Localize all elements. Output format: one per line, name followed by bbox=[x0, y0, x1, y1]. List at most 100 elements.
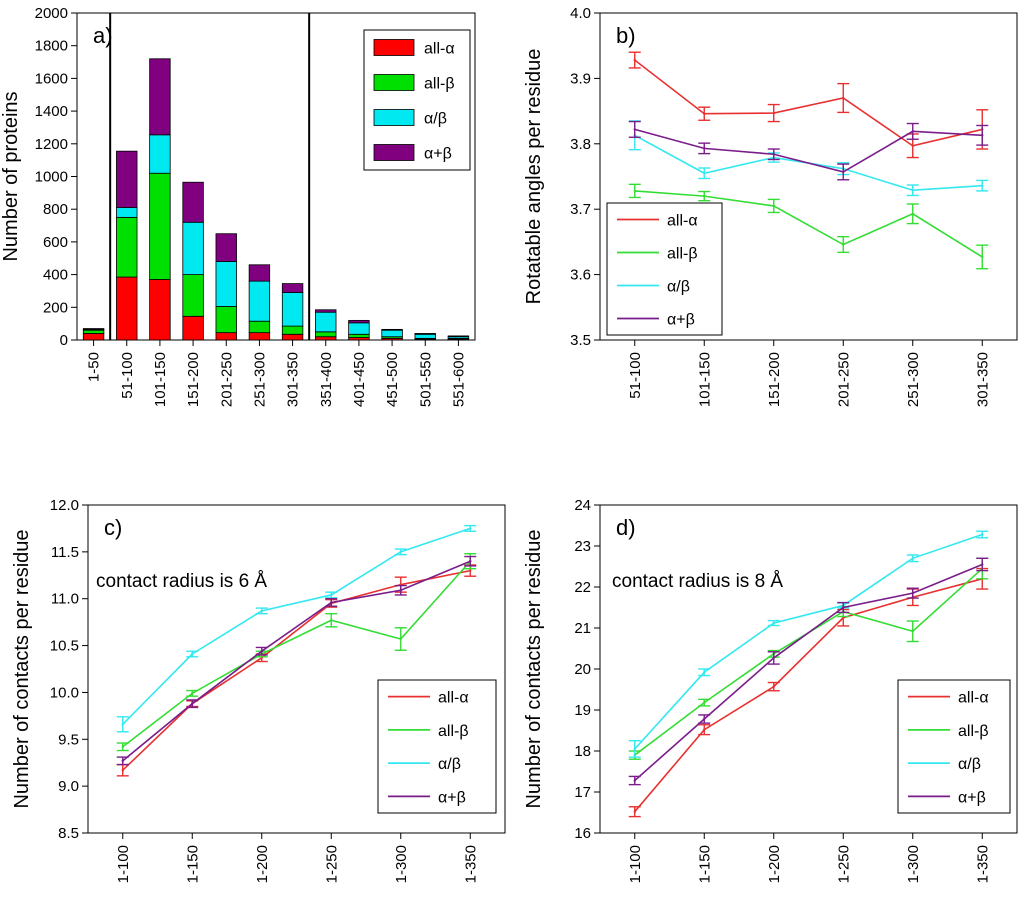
legend-box bbox=[377, 679, 497, 814]
x-tick-label: 1-50 bbox=[86, 352, 103, 382]
data-point bbox=[842, 170, 845, 174]
data-point bbox=[469, 560, 472, 563]
bar-segment bbox=[315, 331, 337, 338]
data-point bbox=[703, 147, 706, 150]
y-tick-label: 11.0 bbox=[51, 591, 79, 608]
x-tick-label: 201-250 bbox=[218, 352, 235, 407]
y-tick-label: 3.7 bbox=[570, 201, 591, 218]
bar-segment bbox=[116, 276, 138, 341]
y-tick-label: 3.6 bbox=[570, 267, 591, 284]
y-tick-label: 3.5 bbox=[570, 332, 591, 349]
data-point bbox=[911, 144, 914, 147]
x-tick-label: 1-350 bbox=[974, 845, 991, 883]
y-tick-label: 12.0 bbox=[50, 497, 79, 514]
x-tick-label: 401-450 bbox=[351, 352, 368, 407]
legend-label: α+β bbox=[438, 789, 466, 806]
y-tick-label: 1000 bbox=[35, 169, 68, 186]
series-line bbox=[122, 560, 471, 748]
x-tick-label: 451-500 bbox=[384, 352, 401, 407]
data-point bbox=[330, 601, 333, 604]
bar-segment bbox=[414, 333, 436, 339]
x-tick-label: 1-300 bbox=[905, 845, 922, 883]
x-tick-label: 551-600 bbox=[450, 352, 467, 407]
y-tick-label: 1200 bbox=[35, 136, 68, 153]
bar-segment bbox=[149, 58, 171, 136]
y-tick-label: 21 bbox=[574, 620, 591, 637]
x-tick-label: 1-300 bbox=[393, 845, 410, 883]
x-tick-label: 251-300 bbox=[251, 352, 268, 407]
data-point bbox=[911, 557, 914, 560]
panel-label: c) bbox=[104, 515, 122, 540]
data-point bbox=[399, 637, 402, 641]
y-tick-label: 600 bbox=[43, 234, 68, 251]
panel-label: a) bbox=[93, 23, 113, 48]
bar-segment bbox=[348, 322, 370, 335]
data-point bbox=[981, 134, 984, 137]
bar-segment bbox=[381, 328, 403, 331]
y-tick-label: 4.0 bbox=[570, 5, 591, 22]
data-point bbox=[703, 728, 706, 731]
data-point bbox=[399, 589, 402, 592]
legend-swatch bbox=[373, 39, 415, 56]
bar-segment bbox=[281, 283, 304, 293]
x-tick-label: 101-150 bbox=[696, 352, 713, 407]
y-tick-label: 400 bbox=[43, 267, 68, 284]
data-point bbox=[981, 563, 984, 566]
data-point bbox=[633, 189, 636, 193]
bar-segment bbox=[149, 279, 171, 341]
data-point bbox=[121, 745, 124, 748]
data-point bbox=[469, 527, 472, 530]
series-line bbox=[634, 533, 983, 750]
series-line bbox=[634, 190, 983, 258]
legend-box bbox=[897, 679, 1011, 814]
bar-segment bbox=[149, 172, 171, 280]
data-point bbox=[772, 204, 775, 208]
data-point bbox=[772, 685, 775, 688]
series-line bbox=[122, 527, 471, 725]
bar-segment bbox=[82, 333, 105, 341]
data-point bbox=[772, 621, 775, 625]
x-tick-label: 1-350 bbox=[462, 845, 479, 883]
chart-panel-a: 0 200 400 600 800 1000 1200 1400 1600 1800 2000 1-5… bbox=[0, 5, 476, 407]
data-point bbox=[842, 606, 845, 609]
bar-segment bbox=[348, 333, 370, 338]
bar-segment bbox=[348, 319, 370, 324]
data-point bbox=[191, 692, 194, 695]
y-axis-label: Number of proteins bbox=[0, 91, 22, 261]
data-point bbox=[399, 550, 402, 554]
legend: all-α all-β α/β α+β bbox=[606, 202, 723, 336]
data-point bbox=[330, 619, 333, 622]
y-tick-label: 2000 bbox=[35, 5, 68, 22]
legend-label: α/β bbox=[424, 111, 447, 128]
data-point bbox=[703, 717, 706, 721]
data-point bbox=[633, 128, 636, 131]
y-axis-label: Number of contacts per residue bbox=[11, 529, 33, 808]
data-point bbox=[981, 533, 984, 536]
y-tick-label: 10.5 bbox=[50, 638, 79, 655]
x-tick-label: 1-100 bbox=[115, 845, 132, 883]
bar-segment bbox=[248, 280, 271, 322]
x-tick-label: 351-400 bbox=[318, 352, 335, 407]
x-tick-label: 1-250 bbox=[835, 845, 852, 883]
data-point bbox=[633, 779, 636, 782]
data-point bbox=[842, 243, 845, 246]
legend-swatch bbox=[373, 144, 415, 161]
x-tick-label: 1-200 bbox=[766, 845, 783, 883]
y-tick-label: 18 bbox=[574, 743, 591, 760]
series-line bbox=[634, 59, 983, 147]
legend-label: α/β bbox=[667, 279, 690, 296]
legend-label: all-β bbox=[958, 723, 989, 740]
y-tick-label: 16 bbox=[574, 825, 591, 842]
x-tick-label: 1-150 bbox=[184, 845, 201, 883]
x-tick-label: 301-350 bbox=[285, 352, 302, 407]
data-point bbox=[121, 759, 124, 763]
data-point bbox=[981, 184, 984, 187]
contact-radius-annotation: contact radius is 6 Å bbox=[96, 571, 267, 592]
bar-segment bbox=[281, 333, 304, 341]
y-tick-label: 1400 bbox=[35, 103, 68, 120]
data-point bbox=[633, 810, 636, 813]
x-tick-label: 501-550 bbox=[417, 352, 434, 407]
x-tick-label: 101-150 bbox=[152, 352, 169, 407]
legend: all-α all-β α/β α+β bbox=[363, 29, 471, 171]
data-point bbox=[772, 656, 775, 660]
